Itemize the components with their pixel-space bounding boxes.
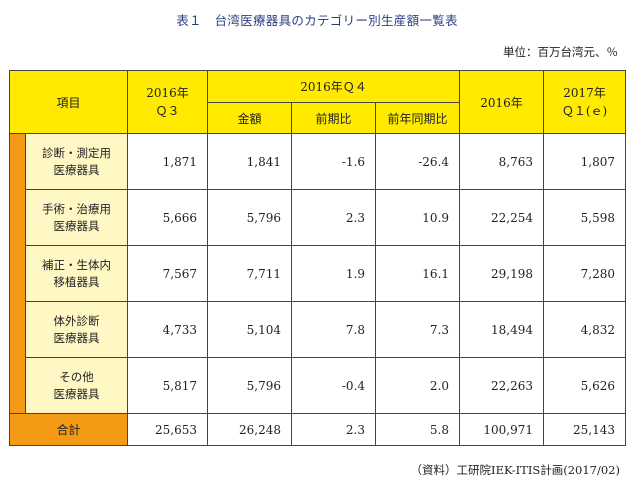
total-2016: 100,971 bbox=[459, 413, 545, 446]
row-label-line1: その他 bbox=[59, 369, 94, 384]
cell-q4-qoq: 2.3 bbox=[291, 189, 377, 246]
cell-q4-amount: 5,796 bbox=[207, 189, 293, 246]
cell-q4-amount: 1,841 bbox=[207, 133, 293, 190]
cell-q3: 5,666 bbox=[127, 189, 209, 246]
table-title: 表１ 台湾医療器具のカテゴリー別生産額一覧表 bbox=[176, 13, 458, 28]
total-label: 合計 bbox=[8, 413, 129, 446]
cell-q4-yoy: 16.1 bbox=[375, 245, 461, 302]
cell-q4-qoq: -1.6 bbox=[291, 133, 377, 190]
row-label: その他 医療器具 bbox=[24, 357, 129, 414]
cell-2017-q1: 1,807 bbox=[543, 133, 627, 190]
cell-q3: 7,567 bbox=[127, 245, 209, 302]
total-q3: 25,653 bbox=[127, 413, 209, 446]
row-label: 体外診断 医療器具 bbox=[24, 301, 129, 358]
header-2016-q3-quarter: Ｑ３ bbox=[155, 104, 180, 118]
cell-2016: 18,494 bbox=[459, 301, 545, 358]
table-row: 診断・測定用 医療器具 1,871 1,841 -1.6 -26.4 8,763… bbox=[9, 133, 627, 414]
row-label: 補正・生体内 移植器具 bbox=[24, 245, 129, 302]
cell-q4-amount: 5,796 bbox=[207, 357, 293, 414]
cell-q3: 5,817 bbox=[127, 357, 209, 414]
row-label-line1: 診断・測定用 bbox=[42, 145, 111, 160]
header-2017-q1-quarter: Ｑ１(ｅ) bbox=[561, 104, 608, 118]
cell-2016: 8,763 bbox=[459, 133, 545, 190]
row-label-line2: 医療器具 bbox=[53, 162, 100, 177]
header-2016-q3: 2016年 Ｑ３ bbox=[127, 70, 209, 134]
cell-q4-qoq: -0.4 bbox=[291, 357, 377, 414]
row-label: 手術・治療用 医療器具 bbox=[24, 189, 129, 246]
table-row: その他 医療器具 5,817 5,796 -0.4 2.0 22,263 5,6… bbox=[10, 357, 627, 414]
row-label-line2: 医療器具 bbox=[53, 218, 100, 233]
total-q4-qoq: 2.3 bbox=[291, 413, 377, 446]
cell-q3: 4,733 bbox=[127, 301, 209, 358]
row-label-line2: 医療器具 bbox=[53, 386, 100, 401]
header-q4-amount: 金額 bbox=[207, 102, 293, 134]
table-row: 体外診断 医療器具 4,733 5,104 7.8 7.3 18,494 4,8… bbox=[10, 301, 627, 358]
row-label-line1: 体外診断 bbox=[53, 313, 100, 328]
total-q4-amount: 26,248 bbox=[207, 413, 293, 446]
cell-2017-q1: 7,280 bbox=[543, 245, 627, 302]
row-label-line1: 手術・治療用 bbox=[42, 201, 111, 216]
header-q4-yoy: 前年同期比 bbox=[375, 102, 461, 134]
cell-q4-yoy: -26.4 bbox=[375, 133, 461, 190]
cell-q4-amount: 5,104 bbox=[207, 301, 293, 358]
category-stripe bbox=[9, 133, 26, 414]
row-label-line2: 移植器具 bbox=[53, 274, 100, 289]
source-note: （資料）工研院IEK-ITIS計画(2017/02) bbox=[410, 463, 620, 477]
row-label-line1: 補正・生体内 bbox=[42, 257, 111, 272]
cell-q4-yoy: 2.0 bbox=[375, 357, 461, 414]
production-table: 項目 2016年 Ｑ３ 2016年Ｑ４ 2016年 2017年 Ｑ１(ｅ) 金額… bbox=[8, 70, 627, 446]
cell-2016: 22,254 bbox=[459, 189, 545, 246]
header-2016-year: 2016年 bbox=[459, 70, 545, 134]
cell-2017-q1: 5,626 bbox=[543, 357, 627, 414]
row-label-line2: 医療器具 bbox=[53, 330, 100, 345]
table-row: 補正・生体内 移植器具 7,567 7,711 1.9 16.1 29,198 … bbox=[10, 245, 627, 302]
total-2017-q1: 25,143 bbox=[543, 413, 627, 446]
cell-q4-yoy: 10.9 bbox=[375, 189, 461, 246]
header-item: 項目 bbox=[8, 70, 129, 134]
header-2017-q1-year: 2017年 bbox=[563, 86, 606, 100]
cell-2016: 29,198 bbox=[459, 245, 545, 302]
header-q4-qoq: 前期比 bbox=[291, 102, 377, 134]
cell-q4-amount: 7,711 bbox=[207, 245, 293, 302]
cell-q4-qoq: 1.9 bbox=[291, 245, 377, 302]
total-row: 合計 25,653 26,248 2.3 5.8 100,971 25,143 bbox=[8, 413, 627, 446]
total-q4-yoy: 5.8 bbox=[375, 413, 461, 446]
table-row: 手術・治療用 医療器具 5,666 5,796 2.3 10.9 22,254 … bbox=[10, 189, 627, 246]
cell-2016: 22,263 bbox=[459, 357, 545, 414]
header-2016-q3-year: 2016年 bbox=[146, 86, 189, 100]
cell-q4-qoq: 7.8 bbox=[291, 301, 377, 358]
unit-note: 単位：百万台湾元、％ bbox=[503, 45, 618, 59]
cell-q4-yoy: 7.3 bbox=[375, 301, 461, 358]
cell-2017-q1: 4,832 bbox=[543, 301, 627, 358]
cell-q3: 1,871 bbox=[127, 133, 209, 190]
row-label: 診断・測定用 医療器具 bbox=[24, 133, 129, 190]
header-2016-q4-group: 2016年Ｑ４ bbox=[207, 70, 461, 103]
header-2017-q1: 2017年 Ｑ１(ｅ) bbox=[543, 70, 627, 134]
cell-2017-q1: 5,598 bbox=[543, 189, 627, 246]
